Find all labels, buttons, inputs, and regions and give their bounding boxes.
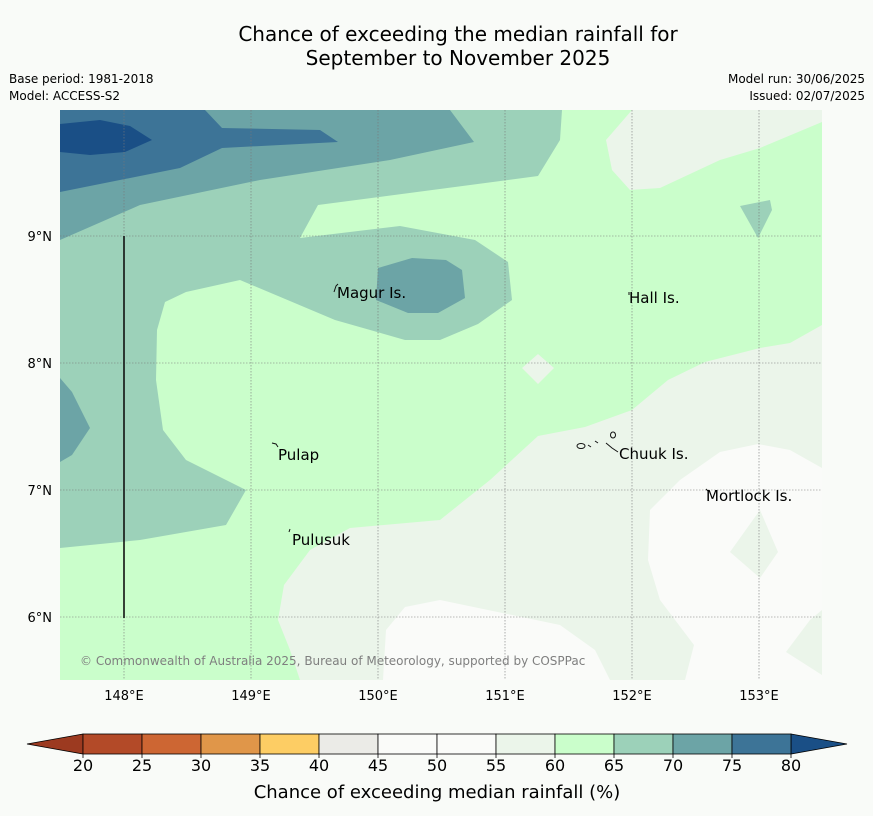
colorbar-swatch: [259, 733, 320, 755]
colorbar-tick-label: 55: [486, 756, 506, 775]
colorbar-tick-label: 30: [191, 756, 211, 775]
label-chuuk: Chuuk Is.: [619, 445, 688, 463]
lat-label: 7°N: [28, 484, 53, 499]
lon-label: 151°E: [485, 689, 525, 704]
islands: [271, 283, 709, 533]
pulap-island: [271, 442, 279, 448]
colorbar-swatch: [436, 733, 497, 755]
lat-label: 9°N: [28, 230, 53, 245]
lon-label: 150°E: [358, 689, 398, 704]
colorbar-swatch: [141, 733, 202, 755]
colorbar-swatch: [377, 733, 438, 755]
colorbar-swatch: [613, 733, 674, 755]
colorbar-tick-label: 80: [781, 756, 801, 775]
magur-island: [333, 283, 339, 293]
colorbar-tick-label: 60: [545, 756, 565, 775]
colorbar-swatch: [318, 733, 379, 755]
colorbar-swatch: [672, 733, 733, 755]
colorbar-under-arrow: [26, 733, 84, 755]
title-line-2: September to November 2025: [305, 46, 611, 70]
colorbar: 20 25 30 35 40 45 50 55 60 65 70 75 80: [26, 733, 848, 775]
label-hall: Hall Is.: [629, 289, 680, 307]
map-area: [60, 110, 822, 680]
colorbar-label: Chance of exceeding median rainfall (%): [254, 782, 621, 803]
pulusuk-island: [288, 528, 291, 533]
lon-label: 148°E: [104, 689, 144, 704]
colorbar-tick-label: 20: [73, 756, 93, 775]
longitude-labels: 148°E 149°E 150°E 151°E 152°E 153°E: [104, 689, 779, 704]
label-pulap: Pulap: [278, 446, 319, 464]
chart-title: Chance of exceeding the median rainfall …: [0, 22, 873, 70]
region-65-70-pocket: [740, 200, 772, 238]
colorbar-tick-label: 45: [368, 756, 388, 775]
copyright-text: © Commonwealth of Australia 2025, Bureau…: [80, 654, 585, 668]
colorbar-swatch: [495, 733, 556, 755]
base-period: Base period: 1981-2018: [9, 72, 154, 86]
label-magur: Magur Is.: [337, 284, 406, 302]
lat-label: 8°N: [28, 357, 53, 372]
issued-date: Issued: 02/07/2025: [749, 89, 865, 103]
title-line-1: Chance of exceeding the median rainfall …: [238, 22, 678, 46]
region-45-55-south: [383, 600, 610, 680]
region-55-60-pocket: [730, 510, 778, 578]
label-pulusuk: Pulusuk: [292, 531, 350, 549]
colorbar-tick-label: 75: [722, 756, 742, 775]
mortlock-island: [705, 488, 709, 492]
model-run: Model run: 30/06/2025: [727, 72, 865, 86]
meta-left: Base period: 1981-2018 Model: ACCESS-S2: [9, 71, 154, 105]
region-65-70: [60, 110, 562, 548]
region-55-60-diamond: [522, 354, 554, 384]
lon-label: 152°E: [612, 689, 652, 704]
model-name: Model: ACCESS-S2: [9, 89, 121, 103]
region-over-80: [60, 120, 152, 155]
chuuk-islands: [576, 431, 619, 453]
label-mortlock: Mortlock Is.: [706, 487, 792, 505]
colorbar-tick-label: 50: [427, 756, 447, 775]
lon-label: 153°E: [739, 689, 779, 704]
lon-label: 149°E: [231, 689, 271, 704]
region-45-55-southeast: [648, 444, 822, 680]
colorbar-swatch: [554, 733, 615, 755]
region-70-75-magur: [376, 258, 465, 313]
colorbar-over-arrow: [790, 733, 848, 755]
region-55-60-corner: [786, 610, 822, 675]
lat-label: 6°N: [28, 611, 53, 626]
colorbar-tick-label: 70: [663, 756, 683, 775]
colorbar-swatch: [731, 733, 792, 755]
gridlines: [60, 110, 822, 680]
latitude-labels: 9°N 8°N 7°N 6°N: [28, 230, 53, 626]
region-70-75-west: [60, 378, 90, 462]
colorbar-tick-label: 40: [309, 756, 329, 775]
meta-right: Model run: 30/06/2025 Issued: 02/07/2025: [728, 71, 865, 105]
colorbar-tick-label: 25: [132, 756, 152, 775]
colorbar-tick-label: 35: [250, 756, 270, 775]
colorbar-swatch: [200, 733, 261, 755]
region-55-60-northeast: [606, 110, 822, 190]
colorbar-tick-label: 65: [604, 756, 624, 775]
colorbar-swatch: [82, 733, 143, 755]
